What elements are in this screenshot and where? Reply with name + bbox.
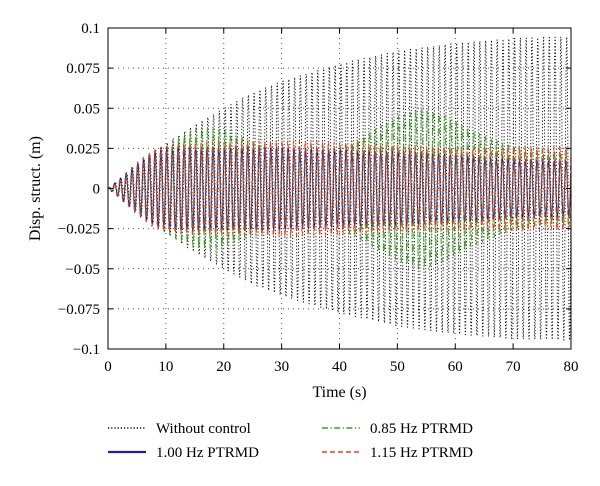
y-axis-label: Disp. struct. (m) bbox=[27, 136, 44, 241]
legend-label-1-15-hz-ptrmd: 1.15 Hz PTRMD bbox=[370, 445, 473, 461]
series-1-15-hz-ptrmd bbox=[107, 140, 572, 237]
x-tick-label: 30 bbox=[274, 359, 289, 375]
y-tick-label: 0.1 bbox=[81, 21, 100, 37]
legend-label-without-control: Without control bbox=[156, 421, 251, 437]
x-tick-label: 50 bbox=[390, 359, 405, 375]
y-tick-label: −0.05 bbox=[65, 262, 100, 278]
x-tick-label: 40 bbox=[332, 359, 347, 375]
series-layer bbox=[107, 36, 572, 341]
legend-label-1-00-hz-ptrmd: 1.00 Hz PTRMD bbox=[156, 445, 259, 461]
x-tick-label: 80 bbox=[564, 359, 579, 375]
y-tick-label: −0.025 bbox=[58, 222, 100, 238]
tick-labels: 0 10 20 30 40 50 60 70 80 0.1 0.075 0.05 0.025 0 −0.02… bbox=[58, 21, 579, 375]
x-axis-label: Time (s) bbox=[312, 384, 366, 401]
y-tick-label: 0.05 bbox=[74, 101, 100, 117]
x-tick-label: 60 bbox=[448, 359, 463, 375]
y-tick-label: 0.075 bbox=[66, 61, 100, 77]
series-0-85-hz-ptrmd bbox=[107, 108, 572, 269]
y-tick-label: 0 bbox=[93, 182, 101, 198]
y-tick-label: −0.1 bbox=[73, 342, 100, 358]
legend-label-0-85-hz-ptrmd: 0.85 Hz PTRMD bbox=[370, 421, 473, 437]
legend: Without control 0.85 Hz PTRMD 1.00 Hz PTRM… bbox=[108, 421, 473, 461]
x-tick-label: 20 bbox=[216, 359, 231, 375]
x-tick-label: 0 bbox=[104, 359, 112, 375]
x-tick-label: 70 bbox=[506, 359, 521, 375]
axis-ticks bbox=[107, 27, 572, 350]
y-tick-label: −0.075 bbox=[58, 302, 100, 318]
x-tick-label: 10 bbox=[158, 359, 173, 375]
y-tick-label: 0.025 bbox=[66, 141, 100, 157]
